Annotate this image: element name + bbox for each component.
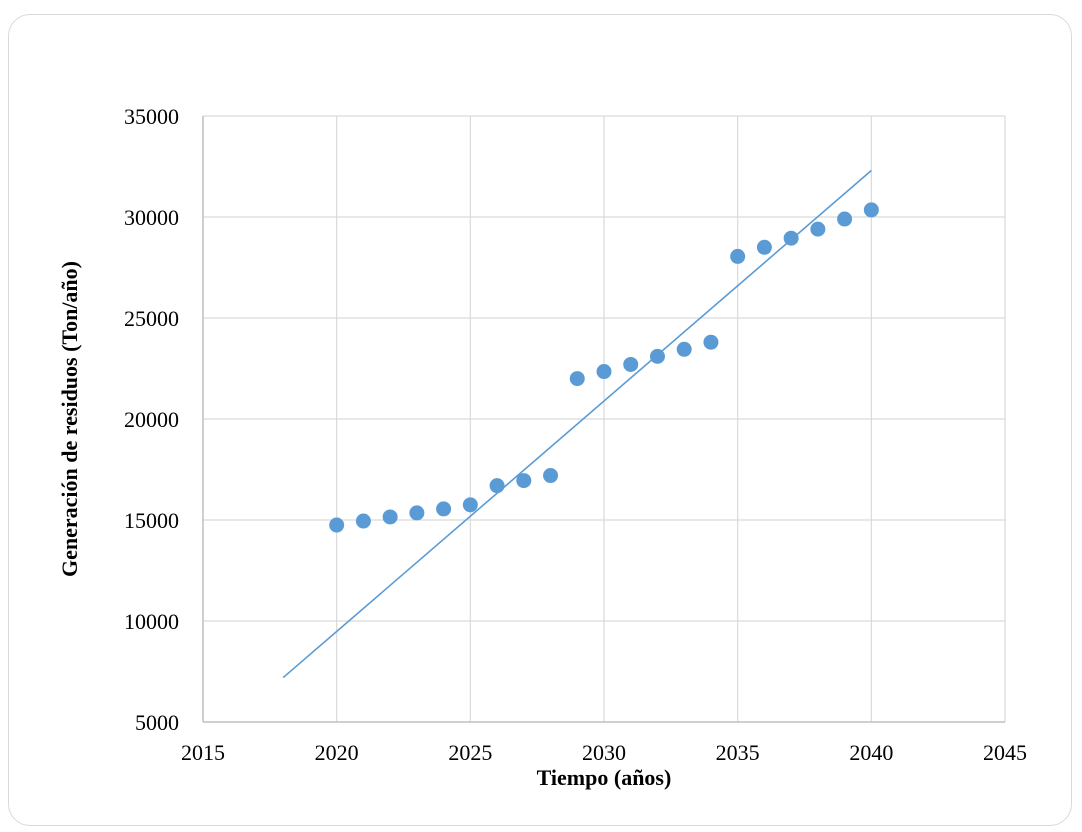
x-tick-label: 2040 [849, 740, 893, 765]
data-point [462, 497, 478, 513]
x-tick-label: 2025 [448, 740, 492, 765]
data-point [863, 202, 879, 218]
x-axis-title: Tiempo (años) [537, 765, 672, 790]
data-point [355, 513, 371, 529]
data-point [649, 348, 665, 364]
x-tick-label: 2020 [315, 740, 359, 765]
axes [202, 116, 1005, 723]
data-point [543, 468, 559, 484]
data-point [409, 505, 425, 521]
data-point [676, 341, 692, 357]
data-point [837, 211, 853, 227]
data-point [382, 509, 398, 525]
chart-frame [8, 14, 1072, 826]
data-point [596, 364, 612, 380]
trendline-layer [282, 169, 872, 679]
y-tick-label: 20000 [124, 407, 179, 432]
data-point [489, 478, 505, 494]
data-point [436, 501, 452, 517]
x-tick-label: 2015 [181, 740, 225, 765]
data-point [329, 517, 345, 533]
y-tick-label: 25000 [124, 306, 179, 331]
x-tick-label: 2030 [582, 740, 626, 765]
y-tick-label: 5000 [135, 710, 179, 735]
data-points [329, 202, 879, 533]
data-point [623, 356, 639, 372]
tick-labels: 5000 10000 15000 20000 25000 30000 35000 2015 20… [124, 104, 1027, 765]
data-point [569, 371, 585, 387]
y-axis-title: Generación de residuos (Ton/año) [57, 261, 82, 577]
x-tick-label: 2045 [983, 740, 1027, 765]
y-tick-label: 10000 [124, 609, 179, 634]
y-tick-label: 15000 [124, 508, 179, 533]
data-point [783, 230, 799, 246]
linear-trendline [282, 169, 872, 679]
data-point [703, 334, 719, 350]
data-point [730, 248, 746, 264]
data-point [516, 473, 532, 489]
gridlines [203, 115, 1006, 722]
data-point [756, 239, 772, 255]
y-tick-label: 35000 [124, 104, 179, 129]
y-tick-label: 30000 [124, 205, 179, 230]
data-point [810, 221, 826, 237]
x-tick-label: 2035 [716, 740, 760, 765]
